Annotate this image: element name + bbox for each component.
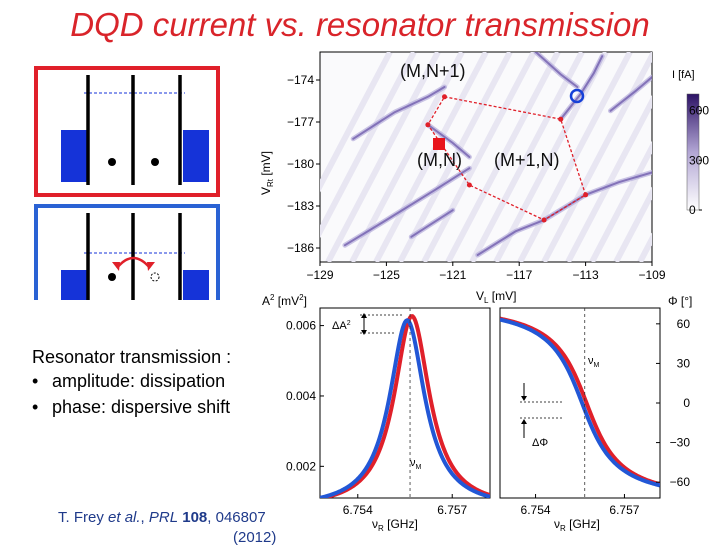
ph-ytick-label: 30	[677, 356, 691, 370]
hm-current-stripe-core	[534, 52, 579, 88]
amp-ylabel: A2 [mV2]	[262, 293, 307, 308]
cbar-tick-label: 600	[689, 104, 709, 118]
triple-point	[558, 116, 564, 122]
amp-xlabel: νR [GHz]	[372, 517, 418, 533]
ph-ytick-label: −60	[670, 475, 691, 489]
triple-point	[466, 182, 472, 188]
label-M1-N: (M+1,N)	[494, 150, 560, 170]
hm-texture	[517, 52, 633, 262]
lead-left-1	[61, 130, 87, 182]
red-square-marker	[433, 138, 445, 150]
note-amplitude: amplitude: dissipation	[32, 370, 292, 392]
colorbar	[686, 93, 700, 211]
lead-right-2	[183, 270, 209, 300]
ph-xlabel: νR [GHz]	[554, 517, 600, 533]
hm-texture	[373, 52, 489, 262]
hm-ytick-label: −183	[287, 199, 314, 213]
ph-ytick-label: −30	[670, 436, 691, 450]
hm-texture	[325, 52, 441, 262]
hm-xlabel: VL [mV]	[476, 289, 516, 305]
hm-xtick-label: −129	[306, 268, 333, 282]
hm-texture	[320, 52, 393, 193]
schematic-blue-box	[34, 204, 220, 300]
hm-ytick-label: −186	[287, 241, 314, 255]
hm-ytick-label: −177	[287, 115, 314, 129]
amp-xtick-label: 6.757	[437, 503, 467, 517]
label-M-N1: (M,N+1)	[400, 61, 466, 81]
transmission-plots: 0.006 0.004 0.002 6.754 6.757 60 30 0 −30 −60 6.7…	[262, 293, 692, 533]
hm-xtick-label: −109	[638, 268, 665, 282]
slide-title: DQD current vs. resonator transmission	[70, 6, 650, 43]
schematic-red-box	[34, 66, 220, 197]
amp-xtick-label: 6.754	[343, 503, 373, 517]
delta-a2-label: ΔA2	[332, 320, 351, 332]
empty-site-2	[150, 272, 160, 282]
ph-xtick-label: 6.757	[609, 503, 639, 517]
amp-ytick-label: 0.006	[286, 319, 316, 333]
hm-texture	[613, 186, 652, 262]
electron-left-1	[108, 158, 116, 166]
hm-current-stripe-core	[559, 55, 604, 121]
notes-block: Resonator transmission : amplitude: diss…	[32, 346, 292, 422]
notes-list: amplitude: dissipation phase: dispersive…	[32, 370, 292, 418]
ph-ytick-label: 0	[683, 396, 690, 410]
nu-m-label-amp: νM	[410, 457, 422, 471]
hm-xtick-label: −121	[439, 268, 466, 282]
triple-point	[583, 192, 589, 198]
nu-m-label-phase: νM	[588, 355, 600, 369]
hm-ytick-label: −180	[287, 157, 314, 171]
hm-texture	[589, 140, 652, 262]
hm-current-stripe-core	[426, 123, 471, 158]
colorbar-label: I [fA]	[672, 69, 695, 81]
delta-phi-label: ΔΦ	[532, 437, 548, 449]
ph-ytick-label: 60	[677, 317, 691, 331]
hm-current-stripe-core	[343, 167, 471, 247]
hm-current-stripe-core	[352, 86, 446, 140]
notes-heading: Resonator transmission :	[32, 347, 232, 367]
lead-left-2	[61, 270, 87, 300]
blue-circle-marker	[569, 88, 585, 104]
amp-ytick-label: 0.004	[286, 389, 316, 403]
lead-right-1	[183, 130, 209, 182]
ph-ylabel: Φ [°]	[668, 294, 692, 308]
hm-xtick-label: −113	[573, 268, 599, 282]
triple-point	[541, 217, 547, 223]
hm-xtick-label: −117	[506, 268, 532, 282]
amp-series-red	[320, 314, 490, 498]
hm-texture	[469, 52, 585, 262]
hm-texture	[541, 52, 652, 262]
hm-texture	[445, 52, 561, 262]
amp-series-blue	[320, 318, 490, 498]
label-M-N: (M,N)	[417, 150, 462, 170]
hm-texture	[397, 52, 513, 262]
cbar-tick-label: 300	[689, 153, 709, 167]
hm-texture	[565, 95, 652, 262]
tunneling-arrow	[116, 256, 151, 269]
hm-xtick-label: −125	[373, 268, 400, 282]
hm-current-stripe-core	[410, 209, 454, 238]
hm-ytick-label: −174	[287, 73, 314, 87]
note-phase: phase: dispersive shift	[32, 396, 292, 418]
phase-series-blue	[500, 317, 660, 488]
cbar-tick-label: 0	[689, 203, 696, 217]
dqd-schematics	[34, 66, 220, 300]
hm-ylabel: VRt [mV]	[259, 151, 275, 195]
triple-point	[442, 94, 447, 100]
hm-texture	[421, 52, 537, 262]
hm-current-stripe-core	[609, 76, 652, 112]
amp-ytick-label: 0.002	[286, 459, 316, 473]
stability-diagram: −129 −125 −121 −117 −113 −109 −174 −177 −180 −18…	[259, 51, 709, 305]
electron-right-1	[151, 158, 159, 166]
hm-texture	[320, 52, 417, 238]
triple-point	[425, 122, 431, 128]
electron-left-2	[108, 273, 116, 281]
ph-xtick-label: 6.754	[521, 503, 551, 517]
citation: T. Frey et al., PRL 108, 046807 (2012)	[58, 509, 277, 546]
